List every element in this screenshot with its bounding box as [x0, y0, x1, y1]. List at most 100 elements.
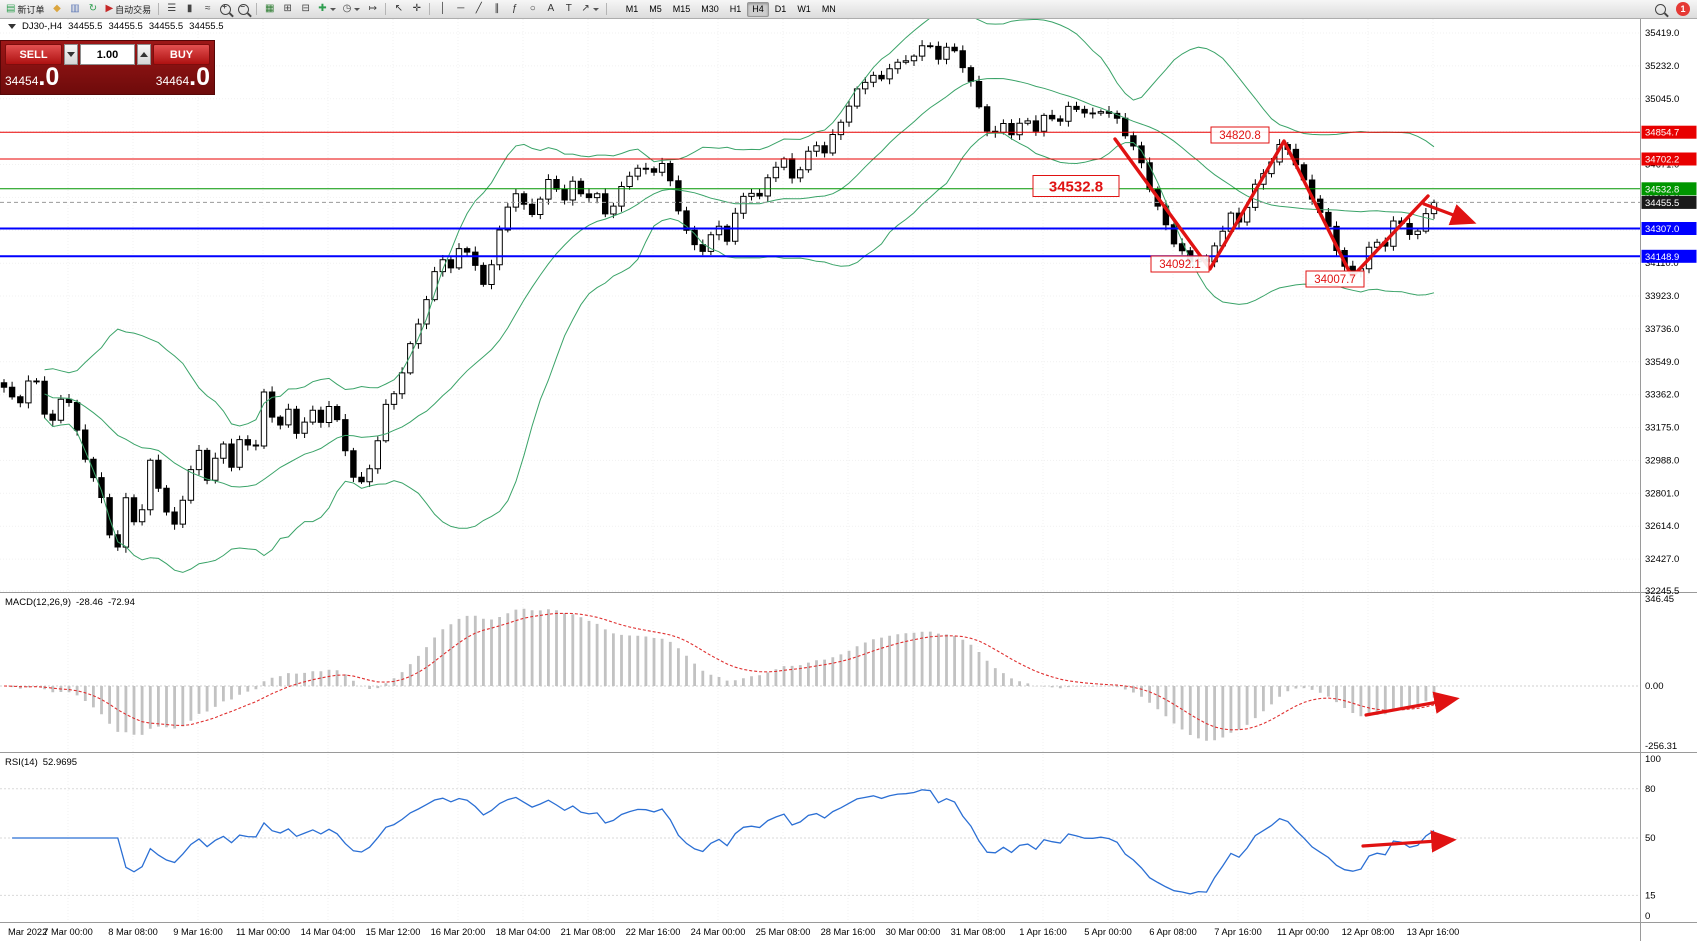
new-order-button[interactable]: ▤ 新订单	[3, 1, 47, 17]
svg-text:1 Apr 16:00: 1 Apr 16:00	[1019, 927, 1067, 937]
forecast-arrow[interactable]	[1422, 202, 1477, 226]
svg-text:11 Mar 00:00: 11 Mar 00:00	[236, 927, 290, 937]
candlestick-series	[0, 40, 1438, 553]
print-button[interactable]: ▥	[66, 1, 83, 17]
refresh-button[interactable]: ↻	[84, 1, 101, 17]
tile-windows-button[interactable]: ▦	[261, 1, 278, 17]
svg-text:33362.0: 33362.0	[1645, 390, 1679, 401]
candlestick-chart-button[interactable]: ▮	[181, 1, 198, 17]
search-button[interactable]	[1652, 1, 1669, 17]
svg-text:0: 0	[1645, 911, 1650, 922]
price-annotation[interactable]: 34532.8	[1032, 175, 1120, 197]
price-axis[interactable]	[1640, 18, 1697, 941]
rsi-arrow[interactable]	[1361, 830, 1457, 853]
vertical-line-button[interactable]: │	[434, 1, 451, 17]
cursor-button[interactable]: ↖	[390, 1, 407, 17]
shapes-icon: ○	[529, 3, 536, 14]
text-button[interactable]: A	[542, 1, 559, 17]
timeframe-m30-button[interactable]: M30	[696, 2, 724, 17]
add-indicator-button[interactable]: ✚	[315, 1, 338, 17]
macd-label: MACD(12,26,9) -28.46 -72.94	[5, 597, 135, 608]
svg-text:11 Apr 00:00: 11 Apr 00:00	[1277, 927, 1329, 937]
cascade-windows-button[interactable]: ⊞	[279, 1, 296, 17]
price-annotation[interactable]: 34092.1	[1150, 255, 1210, 273]
svg-text:-256.31: -256.31	[1645, 741, 1677, 752]
text-icon: A	[547, 3, 555, 14]
sell-button[interactable]: SELL	[5, 44, 62, 65]
text-label-button[interactable]: T	[560, 1, 577, 17]
tile-windows-icon: ▦	[264, 3, 275, 14]
buy-button[interactable]: BUY	[153, 44, 210, 65]
svg-text:35419.0: 35419.0	[1645, 28, 1679, 39]
macd-signal-line	[3, 612, 1435, 731]
shapes-button[interactable]: ○	[524, 1, 541, 17]
ohlc-open: 34455.5	[68, 21, 103, 32]
timeframe-m5-button[interactable]: M5	[644, 2, 667, 17]
macd-arrow[interactable]	[1364, 691, 1460, 717]
timeframe-w1-button[interactable]: W1	[792, 2, 816, 17]
auto-trading-button-label: 自动交易	[115, 4, 152, 15]
fibonacci-button[interactable]: ƒ	[506, 1, 523, 17]
svg-text:32614.0: 32614.0	[1645, 521, 1679, 532]
rsi-axis-labels: 100 80 50 15 0	[1645, 754, 1661, 922]
auto-trading-button[interactable]: ▶ 自动交易	[102, 1, 154, 17]
timeframe-mn-button[interactable]: MN	[817, 2, 841, 17]
svg-text:7 Mar 00:00: 7 Mar 00:00	[43, 927, 93, 937]
svg-text:0.00: 0.00	[1645, 681, 1664, 692]
arrows-tool-button[interactable]: ↗	[578, 1, 601, 17]
panel-separators[interactable]	[0, 592, 1697, 923]
svg-text:34820.8: 34820.8	[1219, 130, 1261, 142]
channel-icon: ∥	[494, 3, 500, 14]
ohlc-low: 34455.5	[148, 21, 184, 32]
zoom-in-button[interactable]: +	[217, 1, 234, 17]
price-annotation[interactable]: 34007.7	[1305, 270, 1365, 288]
toolbar-separator	[256, 3, 258, 15]
price-annotation[interactable]: 34820.8	[1210, 126, 1270, 144]
one-click-collapse-toggle[interactable]	[8, 24, 16, 29]
tile-horizontal-button[interactable]: ⊟	[297, 1, 314, 17]
svg-text:31 Mar 08:00: 31 Mar 08:00	[951, 927, 1006, 937]
favorites-button[interactable]: ◆	[48, 1, 65, 17]
rsi-label: RSI(14) 52.9695	[5, 757, 77, 768]
timeframe-d1-button[interactable]: D1	[770, 2, 792, 17]
channel-button[interactable]: ∥	[488, 1, 505, 17]
refresh-icon: ↻	[88, 3, 98, 14]
notification-badge[interactable]: 1	[1676, 2, 1690, 16]
main-toolbar: ▤ 新订单 ◆ ▥ ↻ ▶ 自动交易 ☰ ▮ ≈ + − ▦ ⊞ ⊟ ✚ ◷ ↦ ↖ ✛ │ ─ ╱ ∥ ƒ ○ A T ↗ M1 M5 M1…	[0, 0, 1697, 19]
bollinger-bands	[44, 9, 1435, 573]
dropdown-caret-icon	[329, 7, 336, 11]
new-order-icon: ▤	[6, 3, 16, 14]
trend-zigzag-annotation[interactable]	[1113, 137, 1430, 279]
timeframe-h1-button[interactable]: H1	[725, 2, 747, 17]
bar-chart-button[interactable]: ☰	[163, 1, 180, 17]
line-chart-button[interactable]: ≈	[199, 1, 216, 17]
period-button[interactable]: ◷	[340, 1, 364, 17]
svg-text:33923.0: 33923.0	[1645, 291, 1679, 302]
price-line-badge-34148.9: 34148.9	[1641, 249, 1697, 263]
timeframe-m15-button[interactable]: M15	[668, 2, 696, 17]
volume-down-button[interactable]	[64, 44, 78, 65]
crosshair-button[interactable]: ✛	[408, 1, 425, 17]
svg-text:34148.9: 34148.9	[1645, 252, 1679, 263]
timeframe-m1-button[interactable]: M1	[621, 2, 644, 17]
svg-text:7 Apr 16:00: 7 Apr 16:00	[1214, 927, 1262, 937]
svg-text:32988.0: 32988.0	[1645, 455, 1679, 466]
cascade-windows-icon: ⊞	[283, 3, 292, 14]
zoom-out-button[interactable]: −	[235, 1, 252, 17]
volume-input[interactable]	[80, 44, 135, 65]
timeframe-h4-button[interactable]: H4	[747, 1, 769, 17]
svg-text:34007.7: 34007.7	[1314, 274, 1356, 286]
svg-text:34092.1: 34092.1	[1159, 259, 1201, 271]
rsi-level-lines	[0, 788, 1641, 896]
volume-down-icon	[67, 52, 75, 57]
chart-shift-button[interactable]: ↦	[364, 1, 381, 17]
horizontal-line-button[interactable]: ─	[452, 1, 469, 17]
vertical-line-icon: │	[439, 3, 446, 14]
volume-up-button[interactable]	[137, 44, 151, 65]
svg-text:32427.0: 32427.0	[1645, 554, 1679, 565]
trendline-button[interactable]: ╱	[470, 1, 487, 17]
svg-text:33736.0: 33736.0	[1645, 324, 1679, 335]
new-order-button-label: 新订单	[17, 4, 45, 15]
